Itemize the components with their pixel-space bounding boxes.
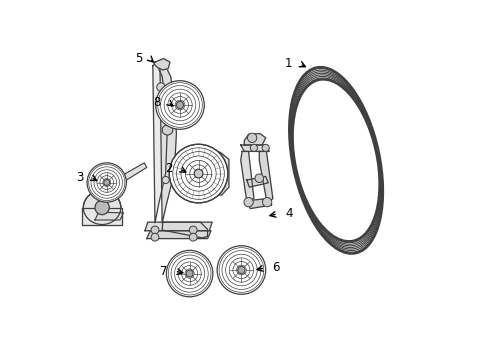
Text: 5: 5 <box>135 52 143 65</box>
Circle shape <box>247 133 257 143</box>
Text: 6: 6 <box>272 261 280 274</box>
Ellipse shape <box>83 190 121 225</box>
Ellipse shape <box>162 125 173 135</box>
Circle shape <box>186 270 193 277</box>
Text: 7: 7 <box>160 265 168 278</box>
Circle shape <box>95 201 109 215</box>
Circle shape <box>189 226 197 234</box>
Circle shape <box>250 144 258 152</box>
Polygon shape <box>259 152 273 203</box>
Circle shape <box>151 233 159 241</box>
Polygon shape <box>119 163 147 183</box>
Circle shape <box>167 250 213 297</box>
Polygon shape <box>154 59 170 70</box>
Polygon shape <box>153 62 167 223</box>
Polygon shape <box>145 222 212 231</box>
Polygon shape <box>247 199 272 208</box>
Circle shape <box>262 144 270 152</box>
Circle shape <box>156 81 204 129</box>
Text: 4: 4 <box>285 207 293 220</box>
Circle shape <box>189 233 197 241</box>
Polygon shape <box>160 62 176 223</box>
Circle shape <box>244 198 253 207</box>
Circle shape <box>165 112 172 119</box>
Circle shape <box>255 174 264 183</box>
Polygon shape <box>95 212 123 220</box>
Circle shape <box>169 144 228 203</box>
Circle shape <box>151 226 159 234</box>
Polygon shape <box>147 231 211 239</box>
Polygon shape <box>245 134 266 145</box>
Circle shape <box>162 176 169 184</box>
Circle shape <box>263 198 272 207</box>
Polygon shape <box>162 222 207 238</box>
Circle shape <box>157 83 165 91</box>
Polygon shape <box>241 152 254 202</box>
Polygon shape <box>241 145 270 152</box>
Polygon shape <box>247 176 268 187</box>
Circle shape <box>87 163 126 202</box>
Circle shape <box>238 266 245 274</box>
Circle shape <box>104 180 110 185</box>
Text: 2: 2 <box>165 162 172 175</box>
Circle shape <box>217 246 266 294</box>
Circle shape <box>176 101 184 109</box>
Text: 3: 3 <box>76 171 83 184</box>
Polygon shape <box>188 152 229 195</box>
Circle shape <box>194 169 203 178</box>
Text: 1: 1 <box>285 57 293 71</box>
Text: 8: 8 <box>153 96 161 109</box>
Polygon shape <box>82 207 122 225</box>
